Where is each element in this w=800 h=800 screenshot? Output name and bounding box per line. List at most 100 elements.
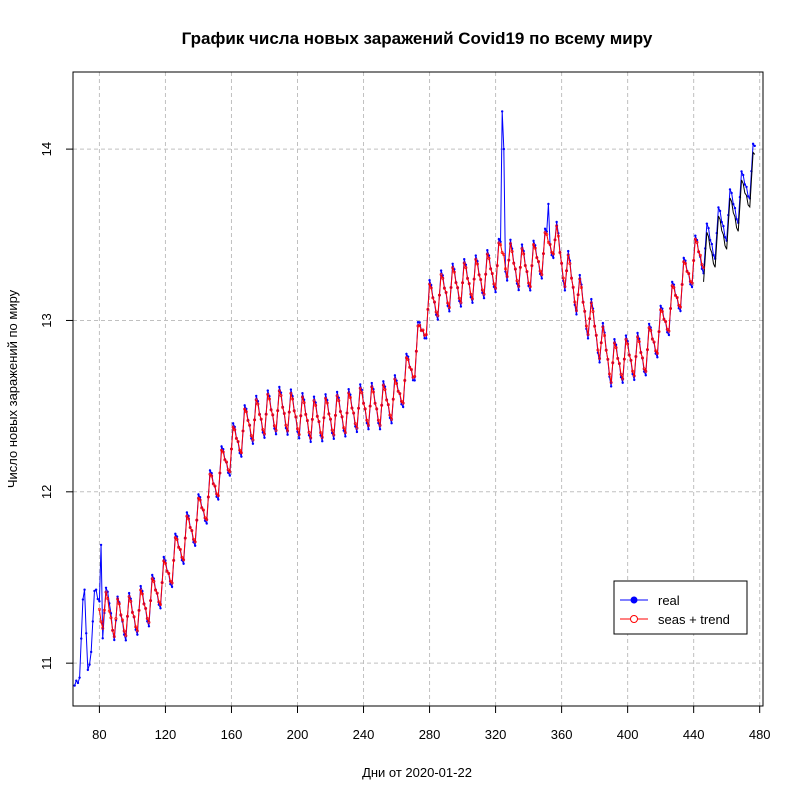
series-seas-trend-point (503, 267, 507, 271)
series-real-point (170, 585, 174, 589)
series-seas-trend-point (276, 409, 280, 413)
series-seas-trend-point (558, 251, 562, 255)
series-seas-trend-point (680, 282, 684, 286)
series-seas-trend-point (187, 517, 191, 521)
series-seas-trend-point (140, 592, 144, 596)
series-seas-trend-point (607, 372, 611, 376)
series-real-point (671, 280, 674, 284)
series-real-point (482, 296, 486, 300)
series-seas-trend-point (545, 232, 549, 236)
series-seas-trend-point (362, 401, 366, 405)
series-seas-trend-point (299, 414, 303, 418)
series-real-point (694, 234, 697, 237)
series-seas-trend-point (520, 246, 524, 250)
series-seas-trend-point (447, 305, 451, 309)
series-real-point (547, 202, 550, 206)
series-seas-trend-point (406, 357, 410, 361)
series-seas-trend-point (687, 272, 691, 276)
series-real-point (624, 334, 628, 337)
series-seas-trend-point (614, 346, 618, 350)
series-seas-trend-point (112, 635, 116, 639)
x-tick-label: 80 (92, 727, 106, 742)
series-seas-trend-point (309, 436, 313, 440)
series-real-point (83, 588, 86, 591)
series-seas-trend-point (570, 276, 574, 280)
series-seas-trend-point (317, 420, 321, 424)
series-real-point (567, 249, 570, 253)
series-seas-trend-point (495, 264, 499, 268)
series-seas-trend-point (107, 609, 111, 613)
series-seas-trend-point (499, 243, 503, 247)
series-real-point (393, 374, 397, 377)
series-real-point (162, 555, 165, 559)
series-seas-trend-point (674, 293, 678, 297)
series-seas-trend-point (434, 310, 438, 314)
series-seas-trend-point (221, 450, 225, 454)
series-seas-trend-point (464, 266, 468, 270)
series-seas-trend-point (233, 428, 237, 432)
series-real-point (659, 304, 662, 308)
series-seas-trend-point (551, 252, 555, 256)
series-real-point (263, 436, 266, 439)
series-seas-trend-point (134, 625, 138, 629)
series-seas-trend-point (639, 351, 643, 355)
series-real-point (335, 390, 339, 394)
series-seas-trend-point (401, 401, 405, 405)
series-real-point (502, 147, 506, 151)
chart-title: График числа новых заражений Covid19 по … (182, 29, 653, 48)
series-real-point (159, 607, 162, 610)
series-seas-trend-point (665, 327, 669, 331)
series-seas-trend-point (393, 377, 397, 381)
series-seas-trend-point (274, 428, 278, 432)
series-seas-trend-point (104, 590, 108, 594)
series-seas-trend-point (487, 256, 491, 260)
legend-label-seas-trend: seas + trend (658, 612, 730, 627)
series-seas-trend-point (700, 263, 704, 267)
series-seas-trend-point (593, 324, 597, 328)
series-real-point (656, 356, 659, 359)
series-seas-trend-point (482, 292, 486, 296)
series-real-point (740, 170, 743, 173)
series-real-point (217, 498, 220, 501)
series-real-point (682, 256, 685, 260)
series-seas-trend-point (168, 579, 172, 583)
series-seas-trend-point (109, 616, 113, 620)
series-seas-trend-point (439, 272, 443, 276)
series-seas-trend-point (137, 608, 141, 612)
series-real-point (486, 249, 489, 252)
series-real-point (667, 333, 671, 337)
series-seas-trend-point (173, 536, 177, 540)
series-seas-trend-point (541, 252, 545, 256)
series-seas-trend-point (386, 403, 390, 407)
series-seas-trend-point (688, 279, 692, 283)
series-seas-trend-point (452, 270, 456, 274)
series-real-point (578, 273, 581, 277)
series-real-point (644, 374, 647, 377)
series-real-point (228, 474, 232, 477)
series-seas-trend-point (683, 262, 687, 266)
series-seas-trend-point (390, 417, 394, 421)
series-real-point (710, 242, 714, 246)
series-real-point (517, 288, 520, 292)
series-seas-trend-point (97, 607, 101, 611)
series-seas-trend-point (492, 282, 496, 286)
series-seas-trend-point (548, 242, 552, 246)
series-seas-trend-point (101, 626, 105, 630)
series-seas-trend-point (472, 277, 476, 281)
grid (73, 72, 763, 706)
series-seas-trend-point (337, 399, 341, 403)
series-seas-trend-point (457, 296, 461, 300)
series-real-point (185, 511, 189, 514)
series-seas-trend-point (451, 266, 455, 270)
series-real-point (529, 289, 532, 292)
series-seas-trend-point (279, 393, 283, 397)
series-seas-trend-point (678, 305, 682, 309)
series-seas-trend-point (479, 278, 483, 282)
series-real-point (93, 589, 96, 593)
series-seas-trend-point (622, 357, 626, 361)
series-seas-trend-point (333, 413, 337, 417)
series-seas-trend-point (523, 264, 527, 268)
series-seas-trend-point (130, 610, 134, 614)
series-seas-trend-point (578, 277, 582, 281)
series-real-point (344, 435, 347, 438)
